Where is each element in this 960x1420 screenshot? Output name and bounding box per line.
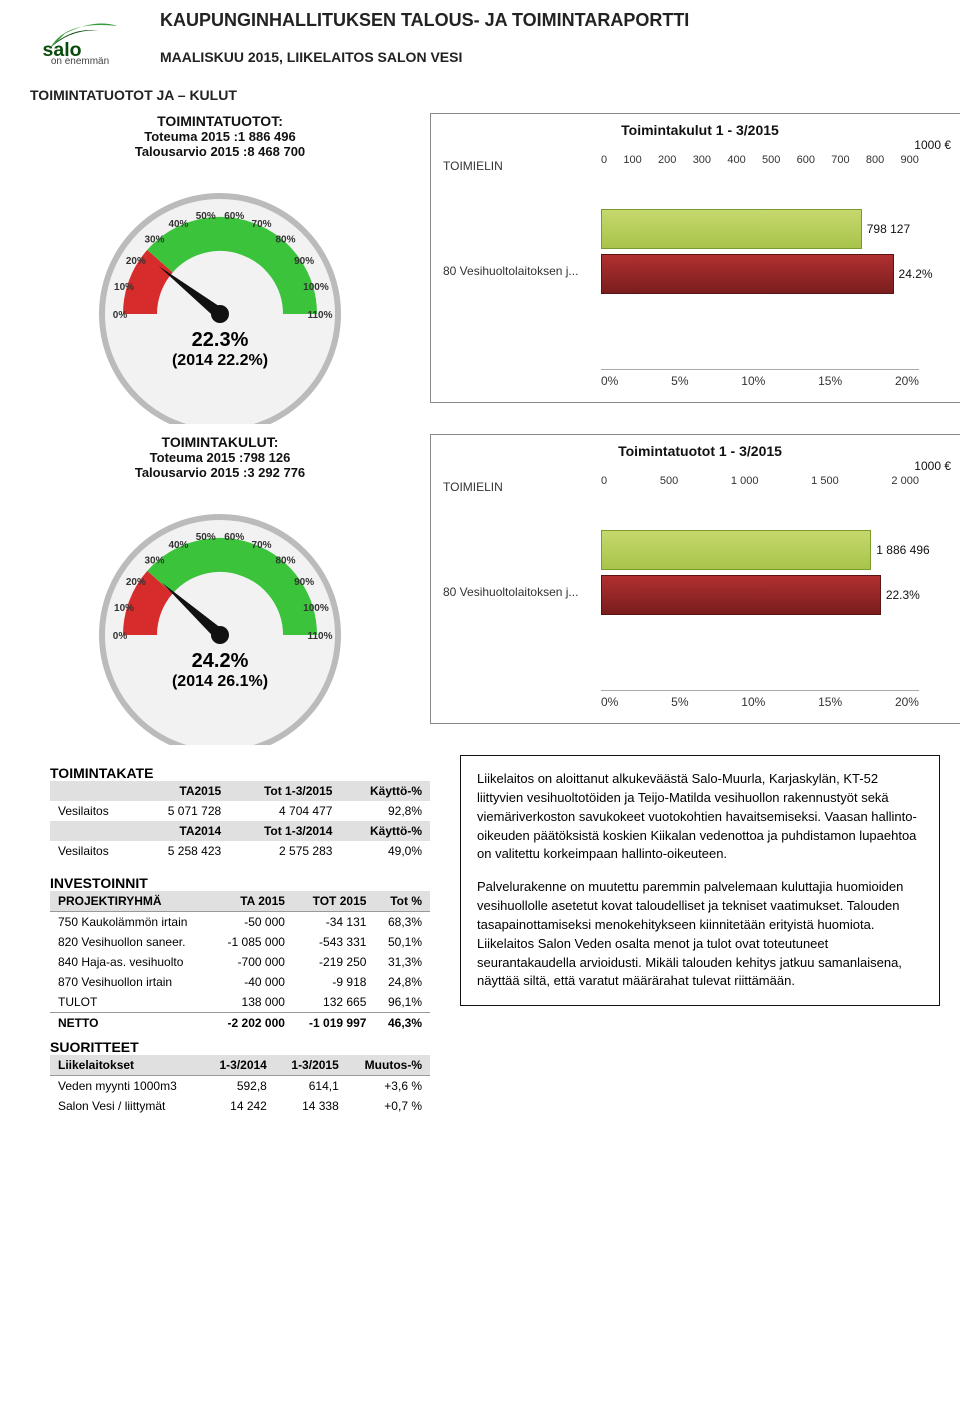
- svg-text:60%: 60%: [224, 532, 244, 543]
- kulut-gauge-box: TOIMINTAKULUT: Toteuma 2015 :798 126 Tal…: [20, 434, 420, 745]
- tuotot-gauge-box: TOIMINTATUOTOT: Toteuma 2015 :1 886 496 …: [20, 113, 420, 424]
- svg-text:30%: 30%: [145, 555, 165, 566]
- kulut-chart-title: Toimintakulut 1 - 3/2015: [443, 122, 957, 138]
- page-subtitle: MAALISKUU 2015, LIIKELAITOS SALON VESI: [160, 49, 940, 65]
- svg-text:80%: 80%: [275, 555, 295, 566]
- svg-text:100%: 100%: [303, 282, 329, 293]
- kulut-line1: Toteuma 2015 :798 126: [20, 450, 420, 465]
- svg-text:50%: 50%: [196, 532, 216, 543]
- kulut-row-label: 80 Vesihuoltolaitoksen j...: [443, 264, 578, 278]
- kulut-title: TOIMINTAKULUT:: [20, 434, 420, 450]
- investoinnit-table: PROJEKTIRYHMÄTA 2015TOT 2015Tot % 750 Ka…: [50, 891, 430, 1033]
- logo-tagline: on enemmän: [51, 56, 109, 67]
- notes-box: Liikelaitos on aloittanut alkukeväästä S…: [460, 755, 940, 1006]
- kulut-chart-unit: 1000 €: [914, 138, 951, 152]
- kulut-line2: Talousarvio 2015 :3 292 776: [20, 465, 420, 480]
- svg-text:40%: 40%: [168, 219, 188, 230]
- page-title: KAUPUNGINHALLITUKSEN TALOUS- JA TOIMINTA…: [160, 10, 940, 31]
- toimintakate-title: TOIMINTAKATE: [50, 765, 420, 781]
- svg-text:0%: 0%: [113, 631, 128, 642]
- page-header: salo on enemmän KAUPUNGINHALLITUKSEN TAL…: [0, 0, 960, 72]
- svg-text:50%: 50%: [196, 211, 216, 222]
- svg-text:40%: 40%: [168, 540, 188, 551]
- svg-text:30%: 30%: [145, 234, 165, 245]
- tuotot-green-label: 1 886 496: [876, 543, 929, 557]
- section-title: TOIMINTATUOTOT JA – KULUT: [30, 87, 930, 103]
- kulut-chart-yaxis: TOIMIELIN: [443, 159, 503, 173]
- tuotot-red-label: 22.3%: [886, 588, 920, 602]
- kulut-bottom-ticks: 0%5%10%15%20%: [601, 369, 919, 388]
- kulut-pct: 24.2%: [90, 650, 350, 673]
- kulut-gauge: 0% 10% 20% 30%40% 50% 60% 70%80% 90% 100% 110% 24…: [90, 485, 350, 745]
- tables-column: TOIMINTAKATE TA2015Tot 1-3/2015Käyttö-% …: [20, 755, 440, 1116]
- svg-text:60%: 60%: [224, 211, 244, 222]
- kulut-prev: (2014 26.1%): [90, 673, 350, 691]
- svg-text:110%: 110%: [307, 310, 332, 321]
- tuotot-line2: Talousarvio 2015 :8 468 700: [20, 144, 420, 159]
- svg-text:20%: 20%: [126, 577, 146, 588]
- tuotot-pct: 22.3%: [90, 329, 350, 352]
- kulut-green-label: 798 127: [867, 222, 910, 236]
- notes-p2: Palvelurakenne on muutettu paremmin palv…: [477, 878, 923, 991]
- kulut-green-bar: 798 127: [601, 209, 862, 249]
- svg-text:80%: 80%: [275, 234, 295, 245]
- svg-text:70%: 70%: [252, 540, 272, 551]
- kulut-red-label: 24.2%: [899, 267, 933, 281]
- suoritteet-title: SUORITTEET: [50, 1039, 420, 1055]
- tuotot-chart-yaxis: TOIMIELIN: [443, 480, 503, 494]
- notes-p1: Liikelaitos on aloittanut alkukeväästä S…: [477, 770, 923, 864]
- svg-text:90%: 90%: [294, 256, 314, 267]
- svg-text:10%: 10%: [114, 603, 134, 614]
- tuotot-green-bar: 1 886 496: [601, 530, 871, 570]
- tuotot-red-bar: 22.3%: [601, 575, 881, 615]
- svg-text:110%: 110%: [307, 631, 332, 642]
- svg-text:90%: 90%: [294, 577, 314, 588]
- investoinnit-title: INVESTOINNIT: [50, 875, 420, 891]
- tuotot-bottom-ticks: 0%5%10%15%20%: [601, 690, 919, 709]
- tuotot-row-label: 80 Vesihuoltolaitoksen j...: [443, 585, 578, 599]
- tuotot-gauge: 0% 10% 20% 30%40% 50% 60% 70%80% 90% 100% 110% 22…: [90, 164, 350, 424]
- tuotot-chart-unit: 1000 €: [914, 459, 951, 473]
- svg-text:0%: 0%: [113, 310, 128, 321]
- svg-text:70%: 70%: [252, 219, 272, 230]
- svg-text:100%: 100%: [303, 603, 329, 614]
- tuotot-prev: (2014 22.2%): [90, 352, 350, 370]
- tuotot-line1: Toteuma 2015 :1 886 496: [20, 129, 420, 144]
- tuotot-title: TOIMINTATUOTOT:: [20, 113, 420, 129]
- toimintakate-table: TA2015Tot 1-3/2015Käyttö-% Vesilaitos5 0…: [50, 781, 430, 861]
- kulut-red-bar: 24.2%: [601, 254, 894, 294]
- kulut-chart: Toimintakulut 1 - 3/2015 1000 € TOIMIELI…: [430, 113, 960, 403]
- svg-text:20%: 20%: [126, 256, 146, 267]
- svg-text:10%: 10%: [114, 282, 134, 293]
- tuotot-chart-title: Toimintatuotot 1 - 3/2015: [443, 443, 957, 459]
- tuotot-chart: Toimintatuotot 1 - 3/2015 1000 € TOIMIEL…: [430, 434, 960, 724]
- salo-logo-icon: salo: [35, 10, 125, 60]
- salo-logo: salo on enemmän: [20, 10, 140, 67]
- suoritteet-table: Liikelaitokset1-3/20141-3/2015Muutos-% V…: [50, 1055, 430, 1116]
